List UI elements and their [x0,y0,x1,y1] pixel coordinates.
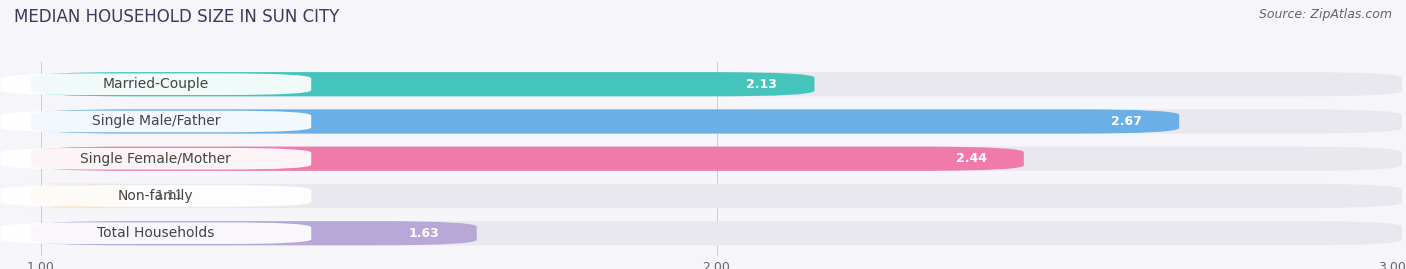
FancyBboxPatch shape [31,184,1402,208]
FancyBboxPatch shape [31,147,1024,171]
Text: Source: ZipAtlas.com: Source: ZipAtlas.com [1258,8,1392,21]
Text: Single Male/Father: Single Male/Father [91,115,221,129]
FancyBboxPatch shape [31,109,1180,134]
FancyBboxPatch shape [31,72,814,96]
Text: 2.44: 2.44 [956,152,987,165]
FancyBboxPatch shape [0,148,311,169]
Text: 2.67: 2.67 [1111,115,1142,128]
Text: Married-Couple: Married-Couple [103,77,209,91]
FancyBboxPatch shape [31,109,1402,134]
Text: Non-family: Non-family [118,189,194,203]
Text: Total Households: Total Households [97,226,215,240]
Text: Single Female/Mother: Single Female/Mother [80,152,232,166]
FancyBboxPatch shape [31,72,1402,96]
Text: 1.63: 1.63 [409,227,440,240]
Text: 2.13: 2.13 [747,78,778,91]
FancyBboxPatch shape [0,222,311,244]
Text: MEDIAN HOUSEHOLD SIZE IN SUN CITY: MEDIAN HOUSEHOLD SIZE IN SUN CITY [14,8,339,26]
FancyBboxPatch shape [0,73,311,95]
Text: 1.11: 1.11 [156,189,184,203]
FancyBboxPatch shape [24,184,132,208]
FancyBboxPatch shape [0,185,311,207]
FancyBboxPatch shape [31,147,1402,171]
FancyBboxPatch shape [31,221,477,245]
FancyBboxPatch shape [0,111,311,132]
FancyBboxPatch shape [31,221,1402,245]
